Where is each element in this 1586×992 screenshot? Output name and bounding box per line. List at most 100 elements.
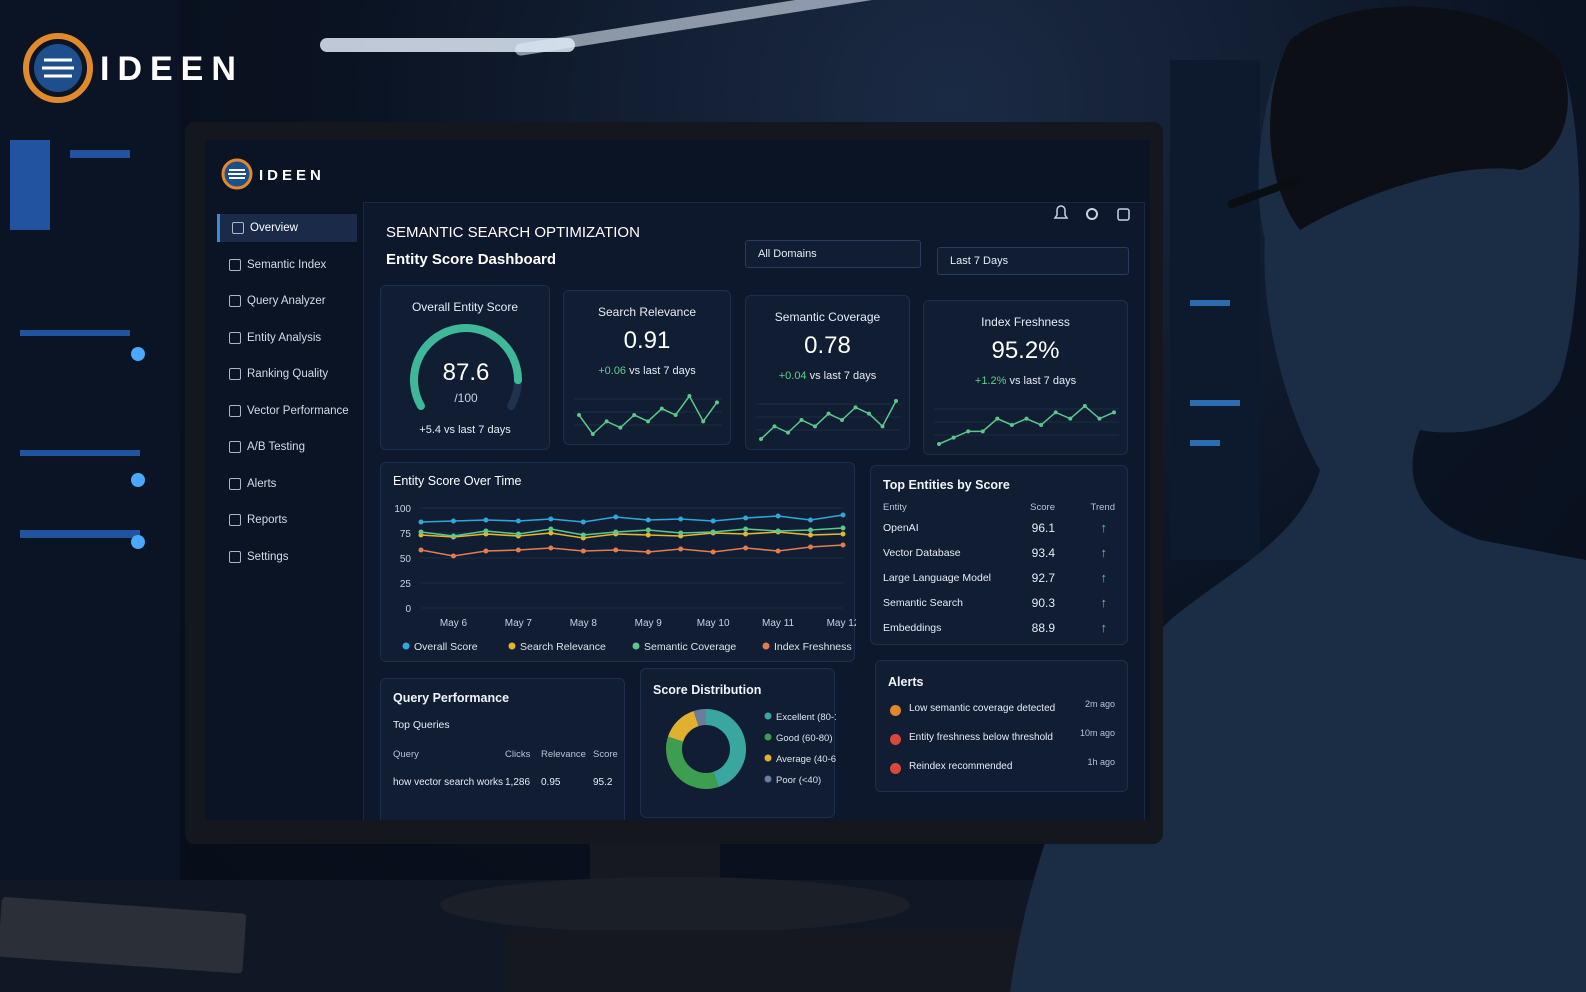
data-point bbox=[840, 531, 846, 537]
legend-label: Poor (<40) bbox=[776, 775, 821, 786]
x-tick-label: May 7 bbox=[505, 618, 533, 629]
alert-text: Reindex recommended bbox=[909, 761, 1013, 772]
column-header: Trend bbox=[1090, 502, 1115, 513]
filter-dropdown[interactable]: Last 7 Days bbox=[937, 247, 1129, 275]
spark-point bbox=[772, 424, 777, 429]
spark-point bbox=[701, 419, 706, 424]
spark-point bbox=[646, 419, 650, 424]
sidebar-item[interactable]: Query Analyzer bbox=[217, 287, 357, 315]
spark-point bbox=[604, 419, 609, 424]
series-line bbox=[420, 544, 844, 557]
entity-name: OpenAI bbox=[883, 522, 919, 534]
screen-logo-text: IDEEN bbox=[259, 167, 325, 184]
top-entities-card: Top Entities by Score Entity Score Trend Ope… bbox=[870, 465, 1128, 645]
legend-swatch bbox=[764, 733, 772, 741]
data-point bbox=[418, 519, 424, 525]
data-point bbox=[678, 530, 684, 536]
legend-swatch bbox=[402, 642, 410, 650]
data-point bbox=[515, 531, 521, 537]
entity-name: Embeddings bbox=[883, 622, 942, 634]
data-point bbox=[710, 529, 716, 535]
data-point bbox=[483, 548, 489, 554]
column-header: Query bbox=[393, 749, 419, 760]
data-point bbox=[743, 545, 749, 551]
line-chart-card: Entity Score Over Time 0 25 50 75 100 May 6 May… bbox=[380, 462, 860, 662]
spark-point bbox=[673, 413, 678, 417]
spark-point bbox=[951, 435, 956, 440]
kpi-value: 0.91 bbox=[623, 327, 671, 354]
sidebar-item[interactable]: Overview bbox=[217, 214, 357, 242]
data-point bbox=[613, 547, 619, 553]
spark-point bbox=[577, 413, 581, 417]
spark-point bbox=[1112, 410, 1116, 415]
x-tick-label: May 6 bbox=[440, 618, 468, 629]
table-cell: 1,286 bbox=[505, 777, 531, 788]
score-distribution-card: Score Distribution Excellent (80-100) Good… bbox=[640, 668, 836, 818]
spark-point bbox=[853, 405, 858, 410]
card-title: Score Distribution bbox=[653, 683, 762, 697]
data-point bbox=[548, 530, 554, 536]
spark-point bbox=[618, 425, 623, 430]
x-tick-label: May 8 bbox=[570, 618, 598, 629]
y-tick-label: 50 bbox=[400, 554, 412, 565]
data-point bbox=[613, 529, 619, 535]
spark-point bbox=[880, 424, 885, 429]
sidebar-item[interactable]: Settings bbox=[217, 543, 357, 571]
kpi-delta-line: +0.04 vs last 7 days bbox=[746, 370, 909, 382]
spark-point bbox=[1039, 423, 1044, 427]
series-line bbox=[420, 514, 844, 523]
kpi-note: vs last 7 days bbox=[809, 370, 877, 382]
data-point bbox=[418, 547, 424, 553]
spark-point bbox=[632, 413, 637, 417]
spark-point bbox=[687, 394, 692, 398]
data-point bbox=[580, 519, 586, 525]
donut-segment bbox=[667, 710, 700, 743]
header-title: SEMANTIC SEARCH OPTIMIZATION bbox=[386, 224, 640, 241]
spark-line bbox=[938, 405, 1115, 445]
sidebar-item[interactable]: Alerts bbox=[217, 470, 357, 498]
data-point bbox=[580, 532, 586, 538]
trend-arrow-icon: ↑ bbox=[1100, 595, 1108, 610]
spark-point bbox=[1009, 423, 1014, 427]
sidebar-item[interactable]: Semantic Index bbox=[217, 251, 357, 279]
sidebar-item[interactable]: Reports bbox=[217, 506, 357, 534]
filter-dropdown[interactable]: All Domains bbox=[745, 240, 921, 268]
sidebar-item[interactable]: Entity Analysis bbox=[217, 324, 357, 352]
y-tick-label: 75 bbox=[400, 529, 412, 540]
trend-arrow-icon: ↑ bbox=[1100, 570, 1108, 585]
card-title: Top Entities by Score bbox=[883, 478, 1010, 492]
sparkline bbox=[934, 404, 1119, 446]
y-tick-label: 25 bbox=[400, 579, 412, 590]
alert-text: Entity freshness below threshold bbox=[909, 732, 1053, 743]
gauge-value-text: 87.6 bbox=[443, 359, 490, 386]
legend-label: Search Relevance bbox=[520, 641, 606, 653]
spark-point bbox=[980, 429, 985, 434]
column-header: Entity bbox=[883, 502, 907, 513]
data-point bbox=[548, 516, 554, 522]
sidebar-item[interactable]: Vector Performance bbox=[217, 397, 357, 425]
alert-time: 2m ago bbox=[1084, 699, 1115, 709]
header-subtitle: Entity Score Dashboard bbox=[386, 251, 557, 268]
column-header: Score bbox=[1030, 502, 1055, 513]
gauge-card: Overall Entity Score 87.6/100 +5.4 vs last… bbox=[380, 285, 550, 450]
table-cell: 0.95 bbox=[541, 777, 561, 788]
card-subtitle: Top Queries bbox=[393, 719, 450, 731]
spark-point bbox=[894, 399, 898, 403]
card-title: Query Performance bbox=[393, 691, 510, 705]
data-point bbox=[548, 526, 554, 532]
table-cell: 95.2 bbox=[593, 777, 613, 788]
legend-swatch bbox=[764, 754, 772, 762]
data-point bbox=[483, 517, 489, 523]
spark-point bbox=[826, 411, 831, 416]
data-point bbox=[645, 549, 651, 555]
data-point bbox=[548, 545, 554, 551]
sidebar-item[interactable]: A/B Testing bbox=[217, 433, 357, 461]
data-point bbox=[808, 517, 814, 523]
kpi-note: vs last 7 days bbox=[629, 365, 696, 377]
alert-icon bbox=[890, 734, 901, 745]
header-icons[interactable] bbox=[1045, 202, 1135, 228]
donut-segment bbox=[705, 709, 746, 788]
legend-swatch bbox=[764, 712, 772, 720]
sidebar-item[interactable]: Ranking Quality bbox=[217, 360, 357, 388]
